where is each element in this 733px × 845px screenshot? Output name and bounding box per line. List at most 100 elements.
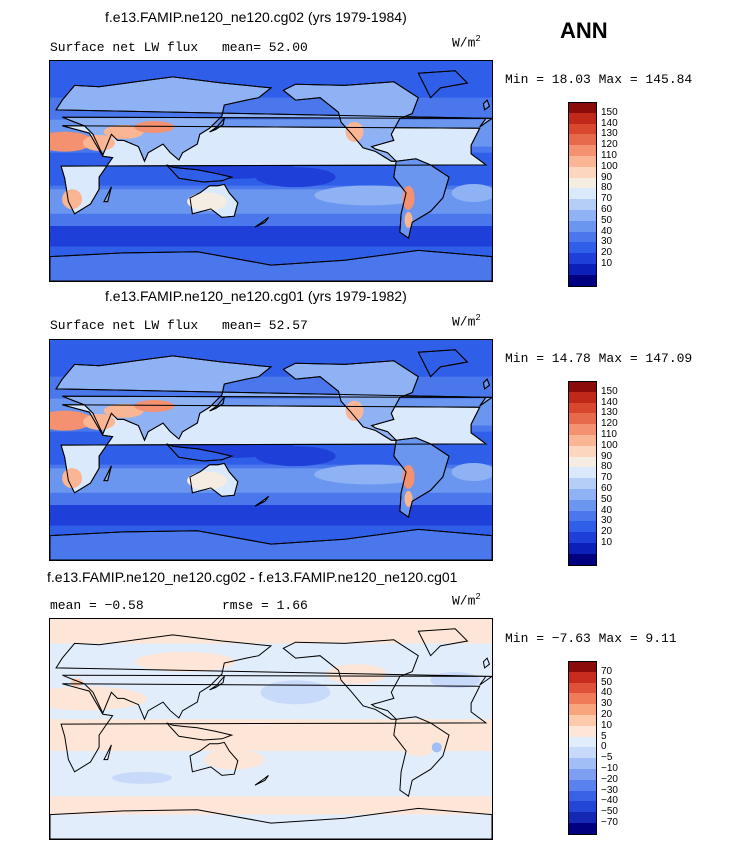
panel-3-title: f.e13.FAMIP.ne120_ne120.cg02 - f.e13.FAM… (47, 569, 458, 585)
coastline-uk (482, 99, 491, 111)
colorbar-tick-label: 5 (601, 730, 607, 742)
colorbar-tick-label: 60 (601, 483, 613, 494)
panel-1-mean: mean= 52.00 (222, 40, 308, 55)
se-atlantic-high (451, 463, 492, 481)
colorbar-tick-label: 70 (601, 472, 613, 484)
coastline-madagascar (103, 465, 112, 482)
coastline-africa (60, 125, 488, 215)
colorbar-tick-label: 110 (601, 150, 617, 161)
colorbar-tick-label: 90 (601, 171, 613, 183)
colorbar-tick-label: −20 (601, 773, 618, 785)
coastline-namerica (282, 639, 419, 720)
coastline-eurasia (55, 76, 492, 163)
arabia-hot (83, 413, 116, 430)
map-plot (50, 340, 492, 560)
panel-1-units: W/m2 (452, 34, 481, 51)
iran-hot (103, 124, 144, 139)
sahara-hot (50, 131, 93, 152)
atacama-hot (402, 185, 415, 210)
colorbar-tick-label: −70 (601, 817, 618, 828)
tibet-hot (134, 121, 175, 133)
coastline-eurasia (55, 355, 492, 442)
colorbar-tick-label: 50 (601, 676, 613, 688)
panel-1-map (49, 60, 493, 282)
colorbar-tick-label: 120 (601, 139, 618, 151)
sw-usa-hot (345, 400, 364, 421)
panel-1-variable: Surface net LW flux (50, 40, 199, 55)
southern-ocean-band (50, 226, 492, 247)
sahara-hot (50, 410, 93, 431)
colorbar-tick-label: 10 (601, 258, 613, 269)
colorbar-tick-label: 90 (601, 450, 613, 462)
colorbar-tick-label: 30 (601, 698, 613, 710)
coastline-greenland (417, 70, 469, 99)
brazil-negative (431, 742, 442, 753)
panel-2-minmax: Min = 14.78 Max = 147.09 (505, 351, 693, 366)
colorbar-tick-label: 80 (601, 182, 613, 194)
colorbar-tick-label: 100 (601, 439, 618, 451)
coastline-indonesia (166, 164, 234, 183)
colorbar-tick-label: 30 (601, 515, 613, 527)
colorbar-tick-label: 50 (601, 214, 613, 226)
colorbar-tick-label: 40 (601, 687, 613, 699)
samerica-positive (398, 726, 439, 757)
coastline-eurasia (55, 634, 492, 721)
se-pacific-high (314, 185, 425, 206)
coastline-greenland (417, 349, 469, 378)
coastline-japan (209, 116, 226, 133)
colorbar-tick-label: 150 (601, 385, 618, 397)
colorbar-swatch (568, 823, 597, 835)
colorbar-tick-label: 10 (601, 537, 613, 548)
coastline-namerica (282, 81, 419, 162)
colorbar-swatch (568, 274, 597, 287)
colorbar-tick-label: −30 (601, 784, 618, 796)
mediterranean-positive (71, 678, 84, 687)
coastline-greenland (417, 628, 469, 657)
colorbar-tick-label: 130 (601, 128, 618, 140)
africa-asia-positive (50, 686, 147, 711)
coastline-antarctica (50, 249, 492, 281)
southern-ocean-band (50, 796, 492, 815)
coastline-uk (482, 378, 491, 390)
colorbar-tick-label: 20 (601, 709, 613, 720)
coastline-uk (482, 657, 491, 669)
arctic-band (50, 619, 492, 644)
australia-hot (187, 471, 228, 490)
panel-1-title: f.e13.FAMIP.ne120_ne120.cg02 (yrs 1979-1… (105, 9, 407, 25)
coastline-samerica (393, 437, 450, 519)
season-label: ANN (560, 18, 608, 43)
colorbar-tick-label: 150 (601, 106, 618, 118)
panel-2-units: W/m2 (452, 313, 481, 330)
panel-2-map (49, 339, 493, 561)
colorbar-tick-label: 50 (601, 493, 613, 505)
se-atlantic-high (451, 184, 492, 202)
npacific-negative (260, 680, 331, 705)
colorbar-tick-label: 70 (601, 193, 613, 205)
colorbar-tick-label: 60 (601, 204, 613, 215)
coastline-antarctica (50, 807, 492, 839)
panel-2-mean: mean= 52.57 (222, 318, 308, 333)
coastline-australia (189, 741, 239, 776)
colorbar-tick-label: 40 (601, 504, 613, 516)
sw-usa-hot (345, 121, 364, 142)
colorbar-tick-label: 140 (601, 117, 618, 129)
australia-positive (204, 749, 265, 770)
coastline-nz (254, 496, 269, 507)
central-pacific-low (255, 167, 336, 188)
colorbar-tick-label: 20 (601, 247, 613, 259)
coastline-japan (209, 674, 226, 691)
australia-hot (187, 192, 228, 211)
coastline-indonesia (166, 443, 234, 462)
colorbar-tick-label: 40 (601, 225, 613, 237)
colorbar-tick-label: 10 (601, 719, 613, 731)
colorbar-tick-label: 110 (601, 429, 617, 440)
colorbar-tick-label: −10 (601, 763, 618, 774)
coastline-nz (254, 775, 269, 786)
panel-3-mean: mean = −0.58 (50, 598, 144, 613)
coastline-indonesia (166, 722, 234, 741)
colorbar-tick-label: 140 (601, 396, 618, 408)
coastline-australia (189, 183, 239, 218)
kalahari-hot (62, 189, 83, 210)
kalahari-hot (62, 468, 83, 489)
central-pacific-low (255, 446, 336, 467)
